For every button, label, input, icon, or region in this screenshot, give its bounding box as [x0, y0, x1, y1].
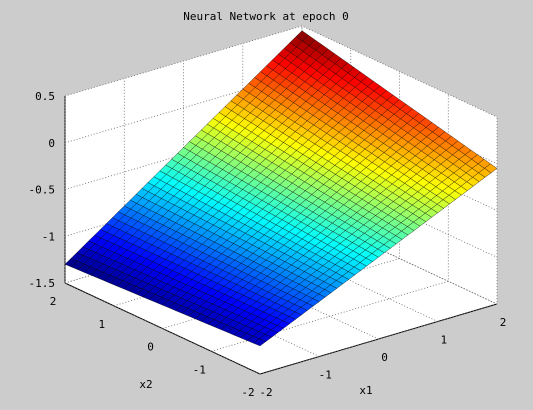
x-tick-label: -1 — [319, 369, 332, 382]
x-tick-label: 1 — [440, 334, 447, 347]
z-tick-label: -1 — [42, 230, 55, 243]
grid-line-x — [64, 96, 261, 375]
chart-title: Neural Network at epoch 0 — [183, 10, 349, 23]
y-tick-label: 1 — [98, 318, 105, 331]
surface-patch — [484, 163, 498, 174]
z-tick-label: 0 — [48, 137, 55, 150]
z-tick-label: 0.5 — [35, 90, 55, 103]
x-axis-label: x1 — [359, 384, 372, 397]
grid-line-x — [123, 78, 320, 357]
z-tick-label: -0.5 — [29, 184, 56, 197]
y-tick-label: -2 — [241, 386, 254, 399]
grid-line-z — [64, 165, 498, 258]
y-tick-label: -1 — [193, 363, 206, 376]
surface-mesh — [64, 30, 498, 347]
grid-line-x — [183, 61, 379, 340]
y-axis-label: x2 — [139, 378, 152, 391]
grid-line-z — [64, 212, 498, 305]
tick-labels: -2 -1 0 1 2 -2 -1 0 1 2 -1.5 -1 -0.5 0 0.5 — [29, 90, 507, 399]
y-tick-label: 0 — [147, 341, 154, 354]
grid-line-z — [64, 25, 498, 118]
z-tick-label: -1.5 — [29, 277, 56, 290]
x-tick-label: -2 — [259, 386, 272, 399]
x-tick-label: 0 — [381, 351, 388, 364]
x-tick-label: 2 — [500, 316, 507, 329]
y-tick-label: 2 — [50, 295, 57, 308]
